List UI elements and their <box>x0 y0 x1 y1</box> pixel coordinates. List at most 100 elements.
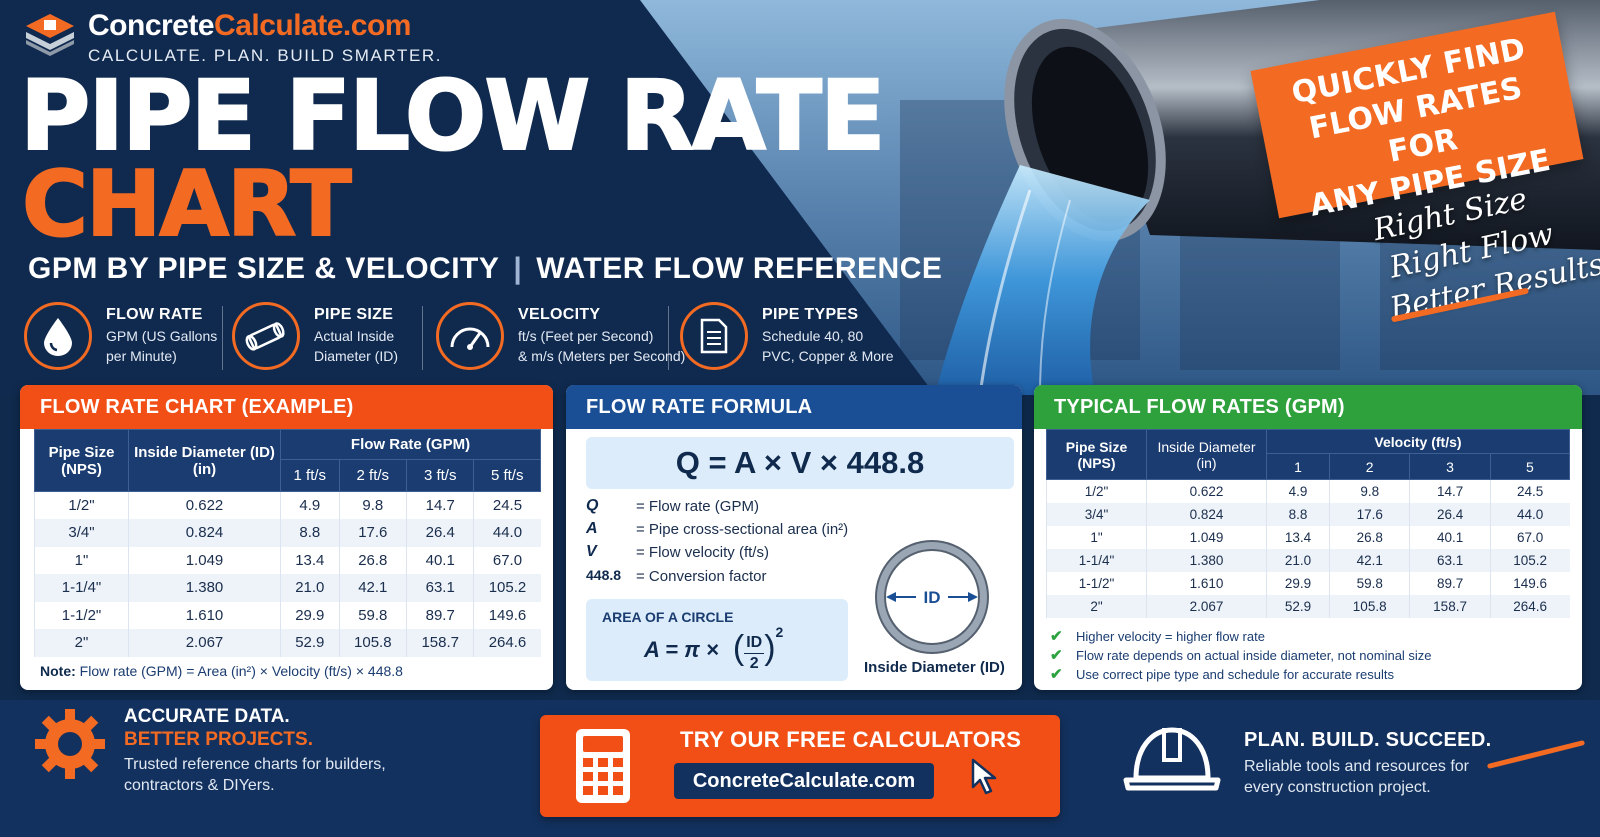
inside-diameter-cell: 1.610 <box>1146 571 1267 595</box>
pipe-size-cell: 1-1/4" <box>34 574 129 602</box>
area-formula: A = π × ( ID 2 )2 <box>644 623 784 672</box>
flow-rate-cell: 158.7 <box>1409 594 1491 618</box>
inside-diameter-cell: 0.622 <box>1146 479 1267 503</box>
formula-symbol: Q <box>586 497 599 514</box>
flow-rate-cell: 21.0 <box>1265 548 1330 572</box>
flow-rate-cell: 158.7 <box>406 629 474 657</box>
pipe-size-cell: 1-1/4" <box>1046 548 1147 572</box>
gauge-icon <box>436 302 504 370</box>
flow-rate-cell: 264.6 <box>1489 594 1570 618</box>
table-row: 1/2" 0.622 4.9 9.8 14.7 24.5 <box>1046 479 1570 503</box>
footer-right-headline: PLAN. BUILD. SUCCEED. <box>1244 729 1492 751</box>
typical-flow-rates-panel: TYPICAL FLOW RATES (GPM) Pipe Size (NPS) … <box>1034 385 1582 690</box>
divider <box>222 306 223 370</box>
brand-name: ConcreteCalculate.com <box>88 9 411 42</box>
brand-tagline: CALCULATE. PLAN. BUILD SMARTER. <box>88 46 443 65</box>
pipe-size-cell: 1" <box>34 546 129 574</box>
pipe-size-cell: 1" <box>1046 525 1147 549</box>
document-icon <box>680 302 748 370</box>
flow-rate-cell: 24.5 <box>473 491 541 519</box>
feature-title: PIPE TYPES <box>762 306 859 323</box>
cursor-icon <box>971 758 997 795</box>
typical-flow-table: Pipe Size (NPS) Inside Diameter (in) Veloc… <box>1046 429 1571 618</box>
flow-rate-cell: 9.8 <box>1329 479 1410 503</box>
inside-diameter-cell: 1.380 <box>128 574 281 602</box>
water-stream <box>935 165 1150 395</box>
column-group-flow-rate: Flow Rate (GPM) <box>280 429 541 460</box>
footer-right-description: Reliable tools and resources for every c… <box>1244 758 1470 796</box>
pipe-size-cell: 1/2" <box>1046 479 1147 503</box>
formula-definition: = Flow velocity (ft/s) <box>636 544 769 561</box>
flow-rate-cell: 149.6 <box>473 601 541 629</box>
check-icon: ✔ <box>1050 666 1063 683</box>
table-row: 1" 1.049 13.4 26.8 40.1 67.0 <box>1046 525 1570 549</box>
table-row: 1-1/2" 1.610 29.9 59.8 89.7 149.6 <box>1046 571 1570 595</box>
pipe-cross-section-diagram: ID <box>875 540 989 654</box>
flow-rate-cell: 9.8 <box>338 491 407 519</box>
feature-desc: Actual Inside <box>314 328 395 344</box>
footer-headline: ACCURATE DATA. <box>124 706 290 727</box>
checklist-item: ✔ Use correct pipe type and schedule for … <box>1050 666 1394 683</box>
flow-rate-cell: 63.1 <box>1409 548 1491 572</box>
table-row: 1-1/4" 1.380 21.0 42.1 63.1 105.2 <box>34 574 541 602</box>
flow-rate-cell: 40.1 <box>1409 525 1491 549</box>
feature-title: VELOCITY <box>518 306 601 323</box>
formula-symbol: A <box>586 520 598 537</box>
feature-desc: & m/s (Meters per Second) <box>518 348 686 364</box>
column-header-velocity: 3 <box>1409 453 1491 480</box>
table-row: 3/4" 0.824 8.8 17.6 26.4 44.0 <box>34 519 541 547</box>
feature-desc: Schedule 40, 80 <box>762 328 864 344</box>
flow-rate-cell: 52.9 <box>280 629 340 657</box>
flow-rate-cell: 63.1 <box>406 574 474 602</box>
flow-rate-cell: 8.8 <box>1265 502 1330 526</box>
flow-rate-cell: 29.9 <box>1265 571 1330 595</box>
flow-rate-cell: 26.4 <box>1409 502 1491 526</box>
panel-title: FLOW RATE FORMULA <box>566 385 1022 429</box>
page-title: PIPE FLOW RATE <box>19 60 887 172</box>
flow-rate-cell: 13.4 <box>1265 525 1330 549</box>
flow-rate-cell: 67.0 <box>473 546 541 574</box>
column-header-pipe-size: Pipe Size (NPS) <box>34 429 129 492</box>
inside-diameter-cell: 1.049 <box>128 546 281 574</box>
column-header-velocity: 2 <box>1329 453 1411 480</box>
inside-diameter-cell: 1.049 <box>1146 525 1267 549</box>
flow-rate-chart-panel: FLOW RATE CHART (EXAMPLE) Pipe Size (NPS)… <box>20 385 553 690</box>
feature-title: PIPE SIZE <box>314 306 394 323</box>
table-row: 1" 1.049 13.4 26.8 40.1 67.0 <box>34 546 541 574</box>
flow-rate-cell: 59.8 <box>338 601 407 629</box>
column-group-velocity: Velocity (ft/s) <box>1266 429 1570 454</box>
flow-rate-cell: 26.8 <box>338 546 407 574</box>
flow-rate-cell: 14.7 <box>406 491 474 519</box>
flow-rate-cell: 26.8 <box>1329 525 1410 549</box>
checklist-item: ✔ Higher velocity = higher flow rate <box>1050 628 1265 645</box>
inside-diameter-caption: Inside Diameter (ID) <box>864 659 1005 676</box>
column-header-pipe-size: Pipe Size (NPS) <box>1046 429 1147 480</box>
inside-diameter-cell: 2.067 <box>128 629 281 657</box>
flow-rate-cell: 8.8 <box>280 519 340 547</box>
column-header-inside-diameter: Inside Diameter (in) <box>1146 429 1267 480</box>
circle-id-label: ID <box>924 588 941 607</box>
flow-rate-cell: 105.2 <box>1489 548 1570 572</box>
flow-rate-cell: 42.1 <box>338 574 407 602</box>
column-header-velocity: 1 ft/s <box>280 459 340 492</box>
flow-rate-table: Pipe Size (NPS) Inside Diameter (ID) (in) … <box>34 429 541 657</box>
column-header-velocity: 5 <box>1489 453 1571 480</box>
pipe-size-cell: 1-1/2" <box>1046 571 1147 595</box>
flow-rate-cell: 17.6 <box>338 519 407 547</box>
divider <box>422 306 423 370</box>
flow-rate-cell: 105.8 <box>1329 594 1410 618</box>
flow-rate-cell: 17.6 <box>1329 502 1410 526</box>
column-header-velocity: 3 ft/s <box>406 459 475 492</box>
flow-rate-cell: 67.0 <box>1489 525 1570 549</box>
flow-rate-cell: 14.7 <box>1409 479 1491 503</box>
column-header-inside-diameter: Inside Diameter (ID) (in) <box>128 429 281 492</box>
pipe-size-cell: 2" <box>34 629 129 657</box>
cta-title: TRY OUR FREE CALCULATORS <box>680 727 1022 752</box>
cta-url-link[interactable]: ConcreteCalculate.com <box>674 763 934 799</box>
flow-rate-cell: 59.8 <box>1329 571 1410 595</box>
page-subtitle: GPM BY PIPE SIZE & VELOCITY | WATER FLOW R… <box>28 252 943 285</box>
try-calculators-button[interactable]: TRY OUR FREE CALCULATORS ConcreteCalcula… <box>540 715 1060 817</box>
flow-rate-cell: 105.2 <box>473 574 541 602</box>
pipe-size-cell: 1-1/2" <box>34 601 129 629</box>
table-row: 1-1/2" 1.610 29.9 59.8 89.7 149.6 <box>34 601 541 629</box>
